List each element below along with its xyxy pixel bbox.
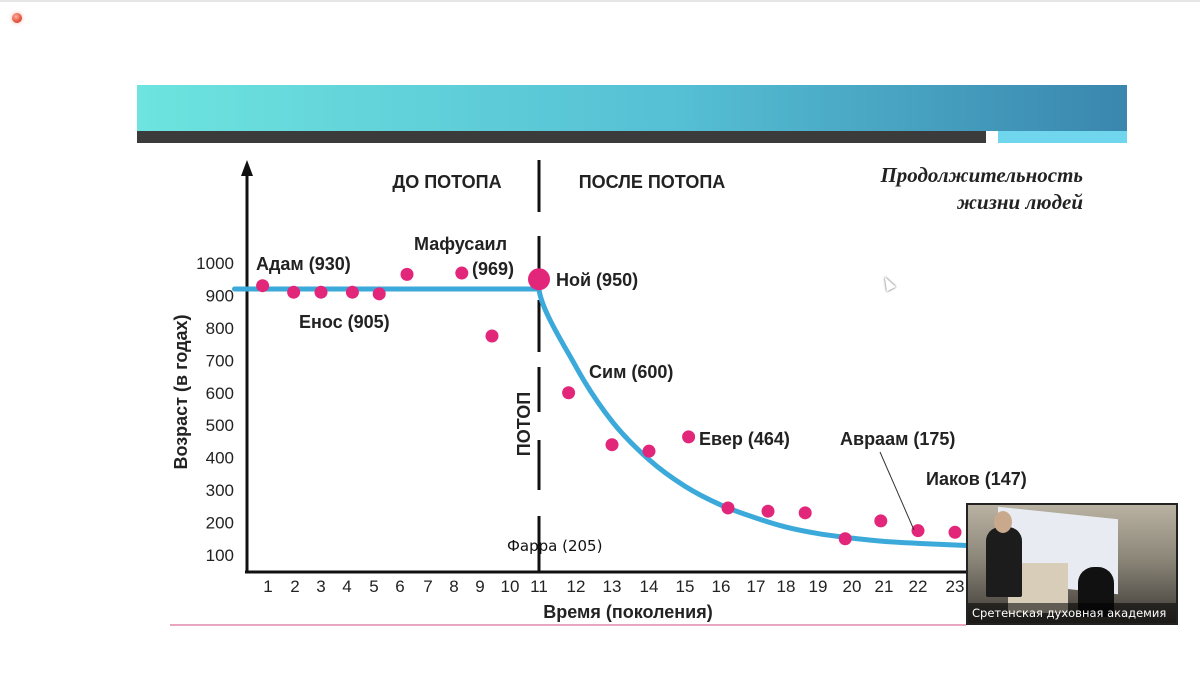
data-point xyxy=(721,501,735,515)
slide-header-strip-dark xyxy=(137,131,986,143)
x-tick-label: 2 xyxy=(290,577,299,596)
x-tick-label: 13 xyxy=(603,577,622,596)
data-point xyxy=(455,266,469,280)
y-tick-label: 400 xyxy=(206,449,234,468)
annotation-jacob: Иаков (147) xyxy=(926,469,1027,489)
x-tick-label: 20 xyxy=(843,577,862,596)
data-point xyxy=(400,267,414,281)
annotation-methuselah: Мафусаил xyxy=(414,234,507,254)
annotation-noah: Ной (950) xyxy=(556,270,638,290)
annotation-enos: Енос (905) xyxy=(299,312,390,332)
y-tick-label: 500 xyxy=(206,416,234,435)
slide-footer-line xyxy=(170,624,966,626)
data-point xyxy=(642,444,656,458)
data-point xyxy=(256,279,270,293)
annotation-shem: Сим (600) xyxy=(589,362,673,382)
y-axis-arrow xyxy=(241,160,253,176)
data-point xyxy=(287,285,301,299)
trend-line xyxy=(232,286,993,550)
x-tick-label: 7 xyxy=(423,577,432,596)
data-point xyxy=(911,524,925,538)
x-tick-label: 21 xyxy=(875,577,894,596)
x-tick-label: 9 xyxy=(475,577,484,596)
annotation-abraham-pointer xyxy=(879,451,915,531)
data-point xyxy=(682,430,696,444)
x-tick-label: 3 xyxy=(316,577,325,596)
x-tick-label: 19 xyxy=(809,577,828,596)
x-axis-label: Время (поколения) xyxy=(543,602,712,622)
x-tick-label: 12 xyxy=(567,577,586,596)
chart-title-line1: Продолжительность xyxy=(879,163,1083,187)
y-tick-label: 300 xyxy=(206,481,234,500)
y-axis-label: Возраст (в годах) xyxy=(171,314,191,469)
data-point xyxy=(562,386,576,400)
region-label-after: ПОСЛЕ ПОТОПА xyxy=(579,172,726,192)
data-point xyxy=(838,532,852,546)
slide-header-bar xyxy=(137,85,1127,131)
region-label-flood: ПОТОП xyxy=(514,392,534,456)
webcam-video-overlay[interactable]: Сретенская духовная академия xyxy=(966,503,1178,625)
x-tick-label: 23 xyxy=(946,577,965,596)
x-tick-label: 16 xyxy=(712,577,731,596)
y-tick-label: 200 xyxy=(206,514,234,533)
data-point xyxy=(345,285,359,299)
data-point xyxy=(948,525,962,539)
x-tick-label: 11 xyxy=(530,577,548,596)
annotation-eber: Евер (464) xyxy=(699,429,790,449)
video-caption: Сретенская духовная академия xyxy=(968,603,1176,623)
data-point xyxy=(798,506,812,520)
annotation-terah: Фарра (205) xyxy=(507,537,602,555)
region-label-before: ДО ПОТОПА xyxy=(392,172,501,192)
annotation-methuselah-age: (969) xyxy=(472,259,514,279)
chart-title-line2: жизни людей xyxy=(956,190,1083,214)
annotation-adam: Адам (930) xyxy=(256,254,351,274)
x-tick-label: 6 xyxy=(395,577,404,596)
x-tick-label: 1 xyxy=(263,577,272,596)
x-tick-label: 22 xyxy=(909,577,928,596)
data-point xyxy=(761,504,775,518)
data-point xyxy=(372,287,386,301)
y-tick-label: 1000 xyxy=(196,254,234,273)
data-point-noah xyxy=(528,268,550,291)
y-tick-label: 600 xyxy=(206,384,234,403)
data-point xyxy=(605,438,619,452)
video-speaker xyxy=(986,527,1022,597)
data-point xyxy=(314,285,328,299)
x-tick-label: 17 xyxy=(747,577,766,596)
annotation-abraham: Авраам (175) xyxy=(840,429,955,449)
x-tick-label: 8 xyxy=(449,577,458,596)
video-speaker-head xyxy=(994,511,1012,533)
record-indicator-icon xyxy=(12,13,22,23)
x-tick-label: 18 xyxy=(777,577,796,596)
y-tick-label: 100 xyxy=(206,546,234,565)
y-tick-label: 700 xyxy=(206,351,234,370)
data-point xyxy=(485,329,499,343)
x-tick-label: 15 xyxy=(676,577,695,596)
slide-header-strip-light xyxy=(998,131,1127,143)
x-tick-label: 10 xyxy=(501,577,520,596)
x-tick-label: 5 xyxy=(369,577,378,596)
y-tick-label: 900 xyxy=(206,286,234,305)
x-tick-label: 4 xyxy=(342,577,351,596)
top-border xyxy=(0,0,1200,2)
data-point xyxy=(874,514,888,528)
x-tick-label: 14 xyxy=(640,577,659,596)
y-tick-label: 800 xyxy=(206,319,234,338)
